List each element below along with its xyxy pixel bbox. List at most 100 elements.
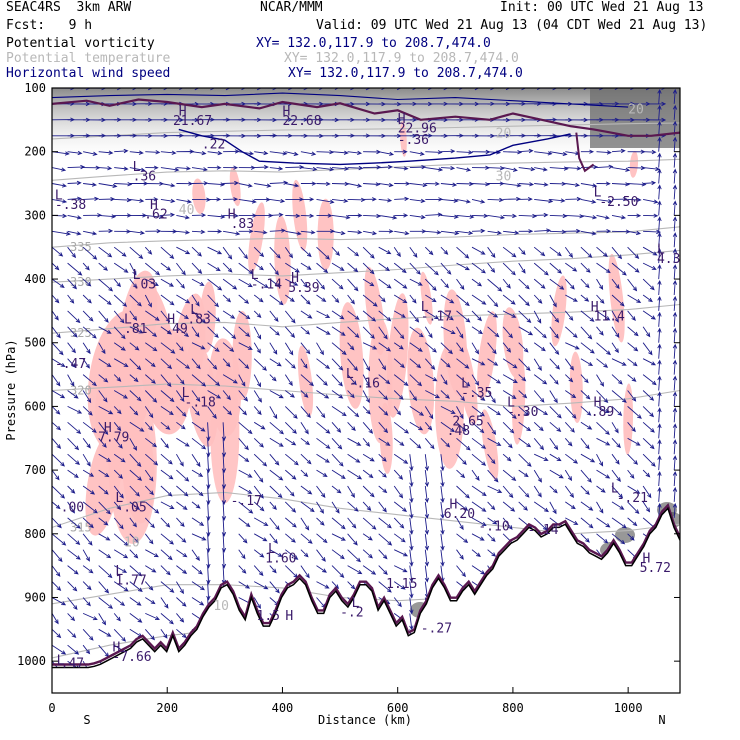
wind-vector <box>207 374 221 387</box>
wind-vector <box>222 262 233 273</box>
wind-vector <box>611 533 626 545</box>
wind-vector <box>393 533 406 543</box>
wind-vector <box>223 230 241 236</box>
wind-vector <box>176 198 192 204</box>
wind-vector <box>518 485 530 498</box>
wind-vector <box>269 358 282 367</box>
wind-vector <box>300 501 315 513</box>
wind-vector <box>347 469 363 480</box>
wind-vector <box>254 183 272 188</box>
wind-vector <box>409 88 433 91</box>
wind-vector <box>129 438 138 451</box>
init-time: Init: 00 UTC Wed 21 Aug 13 <box>500 0 704 15</box>
wind-vector <box>643 88 666 91</box>
wind-vector <box>284 565 299 579</box>
wind-vector <box>284 421 297 434</box>
wind-vector <box>564 469 573 482</box>
wind-vector <box>284 310 296 324</box>
wind-vector <box>580 262 591 273</box>
wind-vector <box>207 182 226 187</box>
wind-vector <box>253 358 267 371</box>
wind-vector <box>424 501 430 519</box>
wind-vector <box>518 421 532 432</box>
pv-value-label: 11.4 <box>594 309 625 324</box>
wind-vector <box>627 197 642 203</box>
wind-vector <box>533 501 549 513</box>
pv-contour-tropopause <box>52 98 680 137</box>
wind-vector <box>642 390 655 401</box>
wind-vector <box>191 167 208 172</box>
wind-vector <box>440 326 456 335</box>
legend-field-wind: Horizontal wind speed <box>6 66 171 81</box>
wind-vector <box>534 212 549 218</box>
pv-extremum-marker: H <box>291 271 299 286</box>
wind-vector <box>160 565 171 576</box>
pv-value-label: .47 <box>61 657 84 672</box>
wind-vector <box>52 533 67 546</box>
wind-vector <box>207 229 223 234</box>
wind-vector <box>611 229 631 234</box>
wind-vector <box>129 406 139 416</box>
wind-vector <box>300 230 316 235</box>
wind-vector <box>113 628 127 642</box>
wind-vector <box>191 421 206 432</box>
wind-vector <box>238 198 257 204</box>
wind-vector <box>564 421 575 433</box>
theta-contour <box>52 303 680 334</box>
wind-vector <box>300 151 317 156</box>
wind-vector <box>98 533 111 541</box>
wind-vector <box>643 213 659 218</box>
wind-vector <box>378 581 392 593</box>
wind-vector <box>456 453 467 465</box>
wind-vector <box>207 390 222 399</box>
wind-vector <box>67 517 81 529</box>
wind-vector <box>627 278 638 292</box>
wind-vector <box>378 262 390 272</box>
wind-vector <box>191 581 205 591</box>
wind-vector <box>565 88 588 91</box>
wind-vector <box>113 422 122 432</box>
wind-vector <box>238 406 248 416</box>
wind-vector <box>331 390 344 399</box>
wind-vector <box>471 501 487 512</box>
wind-vector <box>331 533 346 541</box>
wind-vector <box>596 453 604 467</box>
pv-shading-blob <box>339 302 364 409</box>
wind-vector <box>347 374 357 386</box>
wind-vector <box>145 228 162 234</box>
wind-vector <box>98 501 111 515</box>
wind-vector <box>440 310 454 321</box>
wind-vector <box>533 278 546 289</box>
pv-extremum-marker: H <box>228 208 236 223</box>
wind-vector <box>362 533 373 541</box>
wind-vector <box>672 200 678 216</box>
pv-extremum-marker: H <box>643 551 651 566</box>
wind-vector <box>160 469 174 480</box>
wind-vector <box>269 262 279 276</box>
wind-vector <box>145 453 159 466</box>
wind-vector <box>502 278 511 289</box>
wind-vector <box>52 390 66 399</box>
wind-vector <box>67 310 81 324</box>
wind-vector <box>222 390 231 401</box>
pv-shading-blob <box>297 345 314 417</box>
wind-vector <box>580 406 592 416</box>
wind-vector <box>362 422 374 434</box>
wind-vector <box>347 501 359 512</box>
wind-vector <box>471 342 480 355</box>
wind-vector <box>347 262 359 273</box>
wind-vector <box>221 470 227 490</box>
wind-vector <box>300 374 314 387</box>
wind-vector <box>284 501 297 513</box>
wind-vector <box>300 390 309 398</box>
wind-vector <box>144 581 154 591</box>
wind-vector <box>83 196 100 201</box>
wind-vector <box>98 453 112 462</box>
wind-vector <box>471 549 481 558</box>
terrain <box>52 502 680 693</box>
wind-vector <box>456 230 474 236</box>
wind-vector <box>565 517 579 525</box>
wind-vector <box>238 326 251 337</box>
wind-vector <box>67 581 78 592</box>
wind-vector <box>191 533 207 541</box>
